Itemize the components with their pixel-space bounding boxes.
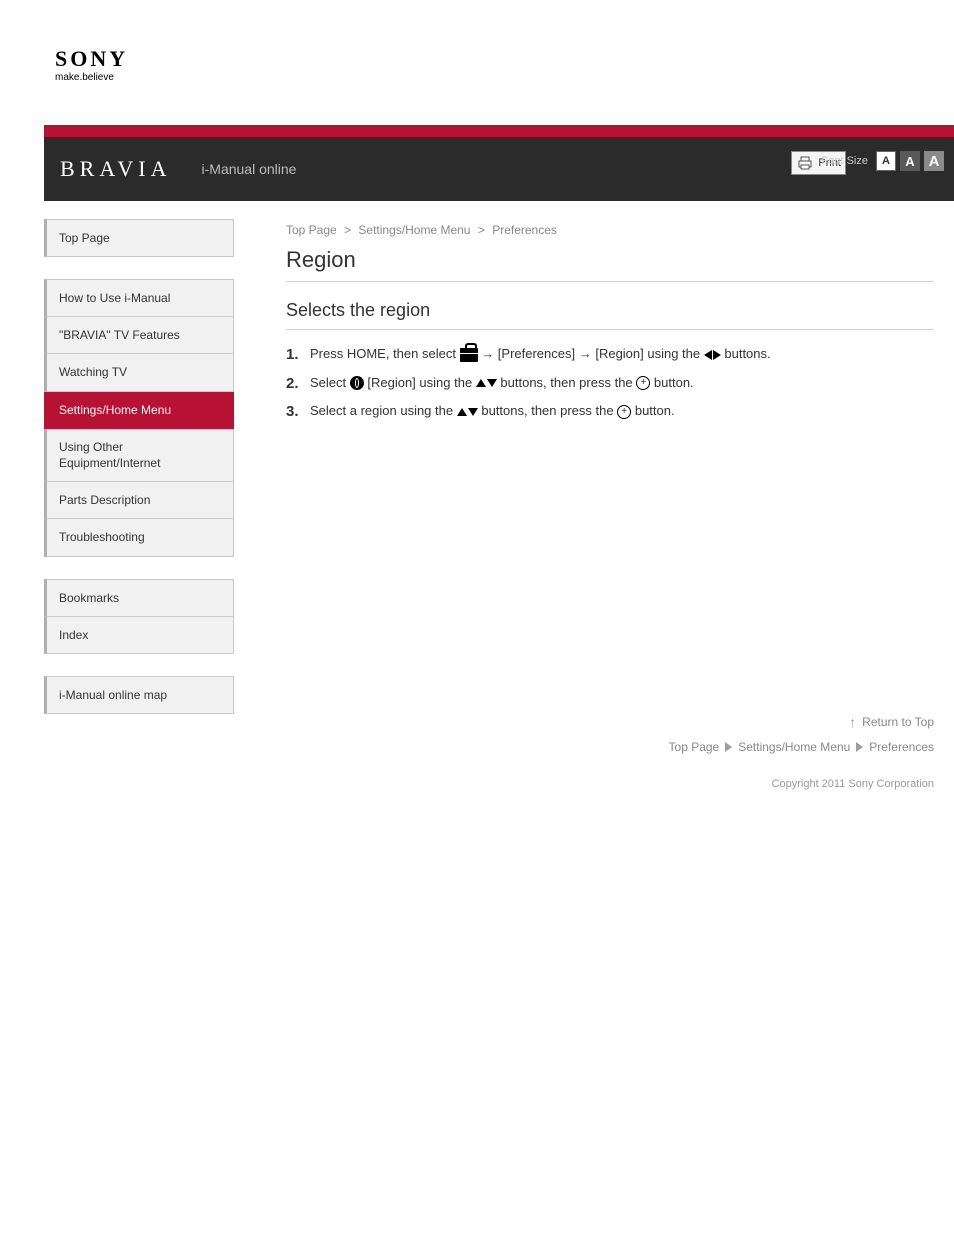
sidebar-item-index[interactable]: Index bbox=[44, 617, 234, 654]
logo-zone: SONY make.believe bbox=[0, 48, 954, 125]
sidebar-item-other-equipment[interactable]: Using Other Equipment/Internet bbox=[44, 429, 234, 482]
step-text: Press HOME, then select bbox=[310, 346, 460, 361]
sidebar-item-settings-home[interactable]: Settings/Home Menu bbox=[44, 392, 234, 429]
breadcrumb-home-link[interactable]: Top Page bbox=[286, 223, 337, 237]
up-arrow-icon: ↑ bbox=[849, 714, 856, 730]
content: Top Page > Settings/Home Menu > Preferen… bbox=[234, 201, 954, 754]
left-right-arrows-icon bbox=[704, 350, 721, 360]
sidebar-main-group: How to Use i-Manual "BRAVIA" TV Features… bbox=[44, 279, 234, 557]
breadcrumb-home-link[interactable]: Top Page bbox=[669, 740, 720, 754]
font-big-button[interactable]: A bbox=[924, 151, 944, 171]
font-mid-button[interactable]: A bbox=[900, 151, 920, 171]
enter-icon: + bbox=[636, 376, 650, 390]
breadcrumb-sep-icon: > bbox=[344, 223, 351, 237]
toolbox-icon bbox=[460, 348, 478, 362]
sidebar-item-bravia-features[interactable]: "BRAVIA" TV Features bbox=[44, 317, 234, 354]
breadcrumb-top: Top Page > Settings/Home Menu > Preferen… bbox=[286, 223, 934, 237]
chevron-right-icon bbox=[856, 742, 863, 752]
step-2: 2. Select [Region] using the buttons, th… bbox=[286, 373, 934, 396]
sidebar-item-watching-tv[interactable]: Watching TV bbox=[44, 354, 234, 391]
red-stripe bbox=[44, 125, 954, 137]
breadcrumb-bottom: Top Page Settings/Home Menu Preferences bbox=[286, 740, 934, 754]
step-text: button. bbox=[635, 403, 675, 418]
footer-links: ↑ Return to Top bbox=[286, 714, 934, 730]
step-text: Select bbox=[310, 375, 350, 390]
step-text: Select a region using the bbox=[310, 403, 457, 418]
brand-logo: SONY bbox=[55, 48, 954, 70]
chevron-right-icon bbox=[725, 742, 732, 752]
step-text: → [Preferences] → [Region] using the bbox=[481, 346, 704, 361]
font-size-label: Font Size bbox=[822, 155, 868, 167]
sidebar: Top Page How to Use i-Manual "BRAVIA" TV… bbox=[0, 201, 234, 736]
sidebar-top-page[interactable]: Top Page bbox=[44, 219, 234, 257]
section-rule bbox=[286, 329, 934, 330]
sidebar-item-map[interactable]: i-Manual online map bbox=[44, 676, 234, 714]
guide-label: i-Manual online bbox=[202, 161, 297, 177]
print-icon bbox=[796, 154, 814, 172]
step-text: buttons. bbox=[724, 346, 770, 361]
step-text: [Region] using the bbox=[367, 375, 475, 390]
copyright: Copyright 2011 Sony Corporation bbox=[0, 754, 954, 790]
page-title: Region bbox=[286, 247, 934, 273]
font-size-switch: Font Size A A A bbox=[822, 151, 944, 171]
steps-list: 1. Press HOME, then select → [Preference… bbox=[286, 344, 934, 424]
product-name: BRAVIA bbox=[60, 156, 172, 182]
sidebar-map-group: i-Manual online map bbox=[44, 676, 234, 714]
header-bar: BRAVIA i-Manual online Print Font Size A… bbox=[44, 137, 954, 201]
step-num: 3. bbox=[286, 401, 310, 424]
breadcrumb-section-link[interactable]: Settings/Home Menu bbox=[358, 223, 470, 237]
sidebar-item-troubleshooting[interactable]: Troubleshooting bbox=[44, 519, 234, 556]
tagline: make.believe bbox=[55, 72, 954, 83]
breadcrumb-section-link[interactable]: Settings/Home Menu bbox=[738, 740, 850, 754]
step-num: 2. bbox=[286, 373, 310, 396]
step-num: 1. bbox=[286, 344, 310, 367]
step-text: buttons, then press the bbox=[481, 403, 617, 418]
sidebar-item-parts-description[interactable]: Parts Description bbox=[44, 482, 234, 519]
step-3: 3. Select a region using the buttons, th… bbox=[286, 401, 934, 424]
step-text: buttons, then press the bbox=[500, 375, 636, 390]
return-to-top-link[interactable]: ↑ Return to Top bbox=[849, 714, 934, 730]
sidebar-item-bookmarks[interactable]: Bookmarks bbox=[44, 579, 234, 617]
step-text: button. bbox=[654, 375, 694, 390]
step-1: 1. Press HOME, then select → [Preference… bbox=[286, 344, 934, 367]
font-small-button[interactable]: A bbox=[876, 151, 896, 171]
breadcrumb-sep-icon: > bbox=[478, 223, 485, 237]
up-down-arrows-icon bbox=[476, 379, 497, 387]
breadcrumb-sub-link[interactable]: Preferences bbox=[492, 223, 557, 237]
sidebar-item-how-to-use[interactable]: How to Use i-Manual bbox=[44, 279, 234, 317]
globe-icon bbox=[350, 376, 364, 390]
enter-icon: + bbox=[617, 405, 631, 419]
section-title: Selects the region bbox=[286, 300, 934, 321]
up-down-arrows-icon bbox=[457, 408, 478, 416]
sidebar-secondary-group: BookmarksIndex bbox=[44, 579, 234, 654]
title-rule bbox=[286, 281, 934, 282]
breadcrumb-sub-link[interactable]: Preferences bbox=[869, 740, 934, 754]
return-to-top-label: Return to Top bbox=[862, 715, 934, 729]
